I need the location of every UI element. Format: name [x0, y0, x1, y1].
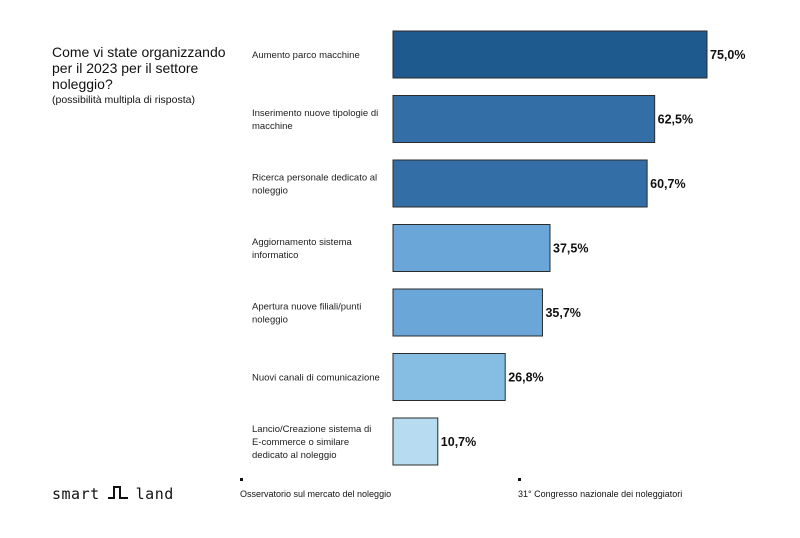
value-label-1: 75,0% — [710, 48, 745, 62]
bar-1 — [392, 30, 708, 79]
value-label-3: 60,7% — [650, 177, 685, 191]
category-label-3: Ricerca personale dedicato al noleggio — [252, 173, 377, 197]
footer-right-text: 31° Congresso nazionale dei noleggiatori — [518, 489, 683, 499]
footer-right: 31° Congresso nazionale dei noleggiatori — [518, 478, 682, 499]
chart-subtitle: (possibilità multipla di risposta) — [52, 94, 195, 106]
value-label-6: 26,8% — [508, 371, 543, 385]
category-label-4: Aggiornamento sistema informatico — [252, 237, 353, 261]
category-label-5: Apertura nuove filiali/punti noleggio — [252, 302, 361, 326]
value-label-7: 10,7% — [441, 435, 476, 449]
value-label-5: 35,7% — [545, 306, 580, 320]
chart-title: Come vi state organizzando per il 2023 p… — [52, 44, 226, 92]
bullet-dot — [240, 478, 243, 481]
waveform-icon — [107, 484, 129, 504]
chart-question: Come vi state organizzando per il 2023 p… — [52, 44, 242, 107]
logo: smart land — [52, 484, 174, 504]
category-label-2: Inserimento nuove tipologie di macchine — [252, 108, 378, 132]
bar-5 — [392, 288, 543, 337]
footer-left-text: Osservatorio sul mercato del noleggio — [240, 489, 392, 499]
value-label-4: 37,5% — [553, 242, 588, 256]
bar-6 — [392, 353, 506, 401]
bullet-dot — [518, 478, 521, 481]
bar-3 — [392, 159, 648, 208]
footer-left: Osservatorio sul mercato del noleggio — [240, 478, 391, 499]
bar-4 — [392, 224, 551, 272]
category-label-7: Lancio/Creazione sistema di E-commerce o … — [252, 424, 371, 461]
category-label-6: Nuovi canali di comunicazione — [252, 373, 380, 384]
bar-7 — [392, 417, 439, 466]
category-label-1: Aumento parco macchine — [252, 50, 360, 61]
logo-text-smart: smart — [52, 485, 100, 503]
value-label-2: 62,5% — [658, 113, 693, 127]
logo-text-land: land — [135, 485, 174, 503]
bar-2 — [392, 95, 656, 143]
